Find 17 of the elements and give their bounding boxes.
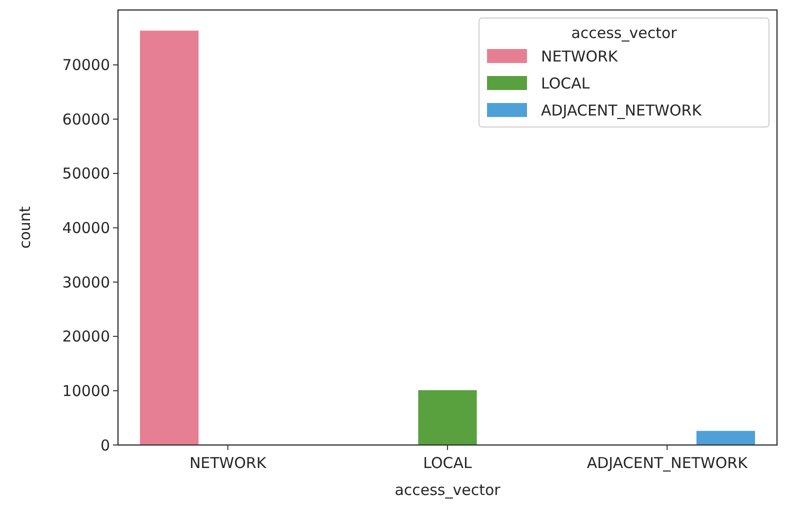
y-tick-label: 30000 [62,273,110,292]
y-tick-label: 20000 [62,328,110,346]
y-tick-label: 60000 [62,110,110,128]
legend-label: NETWORK [541,47,619,66]
y-tick-label: 50000 [62,164,110,183]
y-tick-label: 10000 [62,382,110,400]
legend-label: LOCAL [541,74,590,92]
x-tick-label: LOCAL [423,454,472,472]
y-tick-label: 0 [100,436,110,454]
legend-label: ADJACENT_NETWORK [541,101,703,120]
x-tick-label: ADJACENT_NETWORK [586,454,749,472]
y-tick-label: 70000 [62,56,110,74]
y-tick-label: 40000 [62,219,110,238]
x-tick-label: NETWORK [189,454,268,472]
y-axis-title: count [16,206,34,249]
legend-title: access_vector [571,24,678,42]
x-axis-title: access_vector [394,481,502,499]
